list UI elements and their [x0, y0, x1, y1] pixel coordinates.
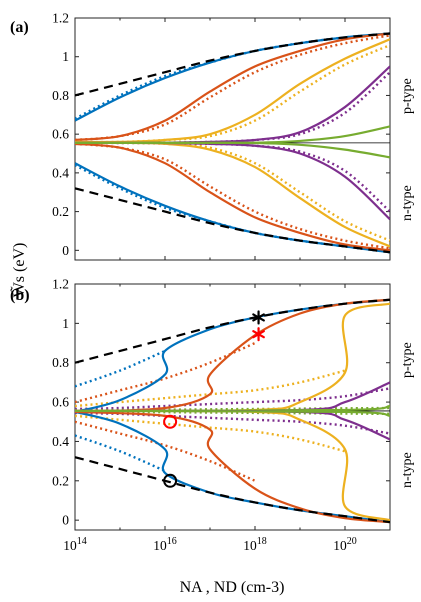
- y-tick-label: 0.4: [52, 165, 69, 180]
- plot-series-layer: [75, 32, 390, 254]
- series-line: [75, 410, 390, 524]
- y-tick-label: 0.2: [52, 204, 69, 219]
- y-axis-label: W̃s (eV): [10, 243, 28, 298]
- series-line: [75, 414, 346, 453]
- y-tick-label: 0.8: [52, 88, 69, 103]
- series-line: [75, 409, 390, 522]
- x-tick-label: 1018: [243, 536, 267, 553]
- x-tick-exponent: 20: [347, 536, 357, 547]
- y-tick-label: 1: [62, 316, 69, 331]
- x-tick-label: 1020: [333, 536, 357, 553]
- series-line: [75, 141, 390, 248]
- series-line: [75, 164, 390, 254]
- panel-b-label: (b): [10, 287, 30, 304]
- y-tick-label: 1.2: [52, 277, 69, 292]
- series-line: [75, 32, 390, 142]
- series-line: [75, 32, 390, 97]
- y-tick-label: 1.2: [52, 11, 69, 26]
- series-line: [75, 381, 390, 413]
- series-line: [75, 142, 390, 252]
- series-line: [75, 456, 390, 524]
- series-line: [75, 34, 390, 142]
- series-line: [75, 298, 390, 413]
- series-line: [75, 349, 166, 388]
- panel-b: 0 0.2 0.4 0.6 0.8 1 1.2 1014 1016 1018 1020 (b) p-…: [10, 277, 415, 554]
- series-line: [75, 410, 390, 416]
- series-line: [75, 410, 390, 524]
- x-tick-label: 1014: [63, 536, 87, 553]
- series-line: [75, 141, 390, 221]
- panel-a: 0 0.2 0.4 0.6 0.8 1 1.2 (a) p-type n-type: [10, 11, 415, 261]
- series-line: [75, 302, 390, 413]
- x-tick-label: 1016: [153, 536, 177, 553]
- series-line: [75, 162, 390, 254]
- y-tick-label: 0: [62, 513, 69, 528]
- marker-circle: [163, 414, 178, 429]
- panel-b-side-top: p-type: [400, 342, 415, 378]
- marker-circle: [163, 473, 178, 488]
- asterisk-stroke: [252, 313, 265, 322]
- y-tick-label: 0: [62, 243, 69, 258]
- y-tick-label: 0.8: [52, 355, 69, 370]
- y-tick-label: 0.6: [52, 127, 69, 142]
- panel-a-frame: [74, 17, 391, 261]
- panel-b-side-bottom: n-type: [400, 452, 415, 488]
- series-line: [75, 434, 166, 473]
- y-tick-label: 0.2: [52, 473, 69, 488]
- series-line: [75, 298, 390, 414]
- x-tick-exponent: 18: [257, 536, 267, 547]
- x-axis-label: NA , ND (cm-3): [180, 579, 285, 596]
- y-axis-label-text: W̃s (eV): [10, 243, 28, 298]
- plot-series-layer: [75, 298, 390, 524]
- series-line: [75, 409, 390, 417]
- panel-a-side-bottom: n-type: [400, 185, 415, 221]
- series-line: [75, 420, 256, 482]
- series-line: [75, 298, 390, 364]
- panel-a-label: (a): [10, 19, 29, 36]
- asterisk-stroke: [252, 330, 265, 339]
- series-line: [75, 141, 390, 159]
- series-line: [75, 406, 390, 412]
- series-line: [75, 187, 390, 254]
- series-line: [75, 142, 390, 250]
- series-line: [75, 32, 390, 120]
- series-line: [75, 341, 256, 404]
- marker-asterisk: [252, 327, 265, 342]
- y-tick-label: 1: [62, 49, 69, 64]
- series-line: [75, 387, 390, 411]
- series-line: [75, 411, 390, 435]
- x-tick-exponent: 14: [77, 536, 87, 547]
- x-tick-exponent: 16: [167, 536, 177, 547]
- y-tick-label: 0.6: [52, 395, 69, 410]
- series-line: [75, 38, 390, 144]
- panel-a-side-top: p-type: [400, 78, 415, 114]
- marker-asterisk: [252, 310, 265, 325]
- y-tick-label: 0.4: [52, 434, 69, 449]
- panel-b-plot-area: 0 0.2 0.4 0.6 0.8 1 1.2 1014 1016 1018 1020: [52, 277, 391, 553]
- panel-a-plot-area: 0 0.2 0.4 0.6 0.8 1 1.2: [52, 11, 391, 260]
